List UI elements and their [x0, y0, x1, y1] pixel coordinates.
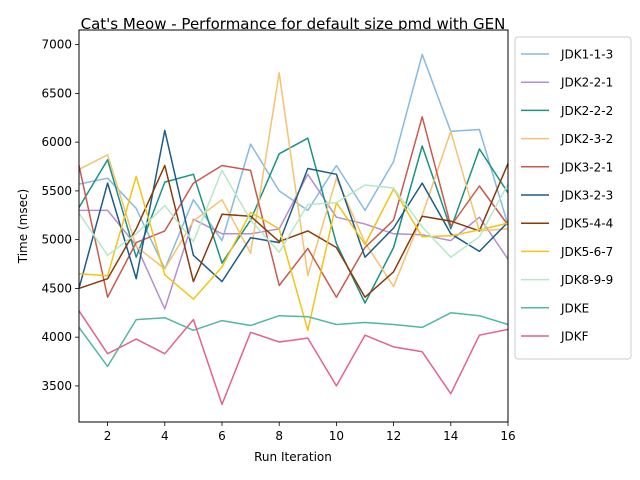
legend-label: JDK2-2-1 [560, 76, 613, 90]
series-line-JDK2-2-1 [79, 173, 509, 310]
plot-frame [78, 29, 509, 423]
legend-frame [514, 36, 632, 360]
y-tick-label: 4500 [41, 281, 72, 295]
y-tick-label: 6500 [41, 86, 72, 100]
legend-label: JDK5-6-7 [560, 245, 613, 259]
x-axis-label: Run Iteration [254, 450, 332, 464]
series-line-JDK5-4-4 [78, 163, 509, 298]
legend-items: JDK1-1-3 JDK2-2-1 JDK2-2-2 JDK2-3-2 JDK3-2-1… [521, 48, 613, 344]
x-tick-label: 12 [386, 429, 401, 443]
legend-label: JDK2-2-2 [560, 104, 613, 118]
legend-label: JDKF [560, 330, 589, 344]
y-tick-label: 7000 [41, 38, 72, 52]
x-tick-label: 4 [161, 429, 169, 443]
x-tick-label: 6 [218, 429, 226, 443]
series-line-JDK3-2-1 [78, 116, 509, 298]
series-line-JDK8-9-9 [78, 169, 509, 258]
legend-label: JDK1-1-3 [560, 48, 613, 62]
x-axis: 2 4 6 8 10 12 14 16 [104, 422, 516, 443]
y-tick-label: 3500 [41, 379, 72, 393]
legend: JDK1-1-3 JDK2-2-1 JDK2-2-2 JDK2-3-2 JDK3-2-1… [514, 36, 632, 360]
legend-label: JDKE [560, 301, 589, 315]
series-line-JDKF [78, 310, 509, 406]
x-tick-label: 10 [329, 429, 344, 443]
x-tick-label: 8 [275, 429, 283, 443]
y-tick-label: 4000 [41, 330, 72, 344]
series-line-JDKE [78, 312, 509, 368]
y-tick-label: 5500 [41, 184, 72, 198]
chart-title: Cat's Meow - Performance for default siz… [81, 15, 506, 33]
x-tick-label: 16 [500, 429, 515, 443]
legend-label: JDK2-3-2 [560, 132, 613, 146]
y-axis-label: Time (msec) [16, 189, 30, 264]
x-tick-label: 14 [443, 429, 458, 443]
y-tick-label: 5000 [41, 233, 72, 247]
legend-label: JDK5-4-4 [560, 217, 613, 231]
series-line-JDK5-6-7 [78, 175, 509, 332]
series-layer [78, 53, 509, 406]
legend-label: JDK3-2-1 [560, 160, 613, 174]
legend-label: JDK3-2-3 [560, 189, 613, 203]
x-tick-label: 2 [104, 429, 112, 443]
legend-label: JDK8-9-9 [560, 273, 613, 287]
y-axis: 3500 4000 4500 5000 5500 6000 6500 7000 [41, 38, 79, 393]
y-tick-label: 6000 [41, 135, 72, 149]
series-line-JDK3-2-3 [78, 129, 509, 289]
